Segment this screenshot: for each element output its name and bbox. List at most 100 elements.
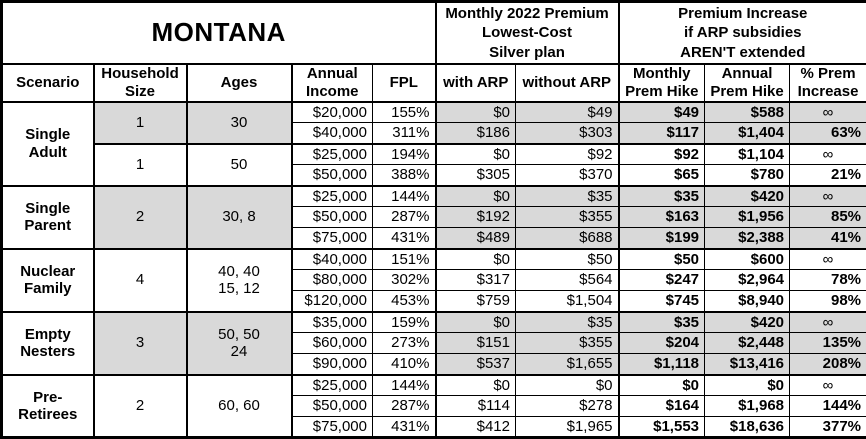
- pct-increase-cell: 98%: [790, 291, 866, 312]
- without-arp-cell: $0: [516, 375, 619, 396]
- col-header-with-arp: with ARP: [436, 64, 516, 102]
- col-header-annual-income: Annual Income: [292, 64, 373, 102]
- annual-hike-cell: $588: [705, 102, 790, 123]
- without-arp-cell: $1,965: [516, 417, 619, 438]
- col-header-pct-increase: % Prem Increase: [790, 64, 866, 102]
- col-header-scenario: Scenario: [2, 64, 94, 102]
- annual-hike-cell: $8,940: [705, 291, 790, 312]
- fpl-cell: 287%: [373, 396, 436, 417]
- pct-increase-cell: 63%: [790, 123, 866, 144]
- pct-increase-cell: ∞: [790, 186, 866, 207]
- without-arp-cell: $1,504: [516, 291, 619, 312]
- monthly-hike-cell: $50: [619, 249, 705, 270]
- pct-increase-cell: ∞: [790, 249, 866, 270]
- fpl-cell: 431%: [373, 417, 436, 438]
- annual-hike-cell: $2,388: [705, 228, 790, 249]
- annual-hike-cell: $1,104: [705, 144, 790, 165]
- with-arp-cell: $317: [436, 270, 516, 291]
- annual-hike-cell: $780: [705, 165, 790, 186]
- col-header-annual-hike: Annual Prem Hike: [705, 64, 790, 102]
- annual-hike-cell: $1,968: [705, 396, 790, 417]
- without-arp-cell: $370: [516, 165, 619, 186]
- scenario-cell: Single Adult: [2, 102, 94, 186]
- monthly-hike-cell: $163: [619, 207, 705, 228]
- with-arp-cell: $759: [436, 291, 516, 312]
- scenario-cell: Single Parent: [2, 186, 94, 249]
- without-arp-cell: $564: [516, 270, 619, 291]
- monthly-hike-cell: $164: [619, 396, 705, 417]
- monthly-hike-cell: $199: [619, 228, 705, 249]
- ages-cell: 60, 60: [187, 375, 292, 438]
- with-arp-cell: $186: [436, 123, 516, 144]
- pct-increase-cell: ∞: [790, 102, 866, 123]
- pct-increase-cell: 144%: [790, 396, 866, 417]
- monthly-hike-cell: $117: [619, 123, 705, 144]
- fpl-cell: 431%: [373, 228, 436, 249]
- without-arp-cell: $355: [516, 207, 619, 228]
- household-size-cell: 3: [94, 312, 187, 375]
- with-arp-cell: $0: [436, 375, 516, 396]
- fpl-cell: 311%: [373, 123, 436, 144]
- with-arp-cell: $0: [436, 312, 516, 333]
- monthly-hike-cell: $65: [619, 165, 705, 186]
- without-arp-cell: $303: [516, 123, 619, 144]
- fpl-cell: 151%: [373, 249, 436, 270]
- monthly-hike-cell: $1,118: [619, 354, 705, 375]
- pct-increase-cell: 135%: [790, 333, 866, 354]
- with-arp-cell: $114: [436, 396, 516, 417]
- monthly-hike-cell: $745: [619, 291, 705, 312]
- pct-increase-cell: ∞: [790, 375, 866, 396]
- income-cell: $60,000: [292, 333, 373, 354]
- monthly-hike-cell: $35: [619, 312, 705, 333]
- income-cell: $90,000: [292, 354, 373, 375]
- annual-hike-cell: $600: [705, 249, 790, 270]
- without-arp-cell: $35: [516, 186, 619, 207]
- household-size-cell: 1: [94, 144, 187, 186]
- income-cell: $40,000: [292, 123, 373, 144]
- monthly-hike-cell: $1,553: [619, 417, 705, 438]
- without-arp-cell: $278: [516, 396, 619, 417]
- with-arp-cell: $489: [436, 228, 516, 249]
- with-arp-cell: $151: [436, 333, 516, 354]
- fpl-cell: 388%: [373, 165, 436, 186]
- annual-hike-cell: $13,416: [705, 354, 790, 375]
- income-cell: $50,000: [292, 165, 373, 186]
- fpl-cell: 159%: [373, 312, 436, 333]
- monthly-hike-cell: $247: [619, 270, 705, 291]
- fpl-cell: 144%: [373, 375, 436, 396]
- title-row: MONTANA Monthly 2022 Premium Lowest-Cost…: [2, 2, 866, 64]
- annual-hike-cell: $420: [705, 312, 790, 333]
- without-arp-cell: $35: [516, 312, 619, 333]
- column-header-row: Scenario Household Size Ages Annual Inco…: [2, 64, 866, 102]
- annual-hike-cell: $420: [705, 186, 790, 207]
- with-arp-cell: $305: [436, 165, 516, 186]
- table-row: Empty Nesters 3 50, 50 24 $35,000 159% $…: [2, 312, 866, 333]
- without-arp-cell: $1,655: [516, 354, 619, 375]
- income-cell: $25,000: [292, 186, 373, 207]
- fpl-cell: 273%: [373, 333, 436, 354]
- annual-hike-cell: $2,448: [705, 333, 790, 354]
- annual-hike-cell: $18,636: [705, 417, 790, 438]
- col-header-ages: Ages: [187, 64, 292, 102]
- household-size-cell: 4: [94, 249, 187, 312]
- fpl-cell: 287%: [373, 207, 436, 228]
- annual-hike-cell: $0: [705, 375, 790, 396]
- pct-increase-cell: ∞: [790, 144, 866, 165]
- fpl-cell: 410%: [373, 354, 436, 375]
- without-arp-cell: $355: [516, 333, 619, 354]
- ages-cell: 50: [187, 144, 292, 186]
- with-arp-cell: $192: [436, 207, 516, 228]
- without-arp-cell: $49: [516, 102, 619, 123]
- with-arp-cell: $0: [436, 249, 516, 270]
- without-arp-cell: $50: [516, 249, 619, 270]
- without-arp-cell: $92: [516, 144, 619, 165]
- pct-increase-cell: 208%: [790, 354, 866, 375]
- monthly-hike-cell: $92: [619, 144, 705, 165]
- scenario-cell: Empty Nesters: [2, 312, 94, 375]
- ages-cell: 30: [187, 102, 292, 144]
- premium-group-header: Monthly 2022 Premium Lowest-Cost Silver …: [436, 2, 619, 64]
- pct-increase-cell: 41%: [790, 228, 866, 249]
- income-cell: $75,000: [292, 228, 373, 249]
